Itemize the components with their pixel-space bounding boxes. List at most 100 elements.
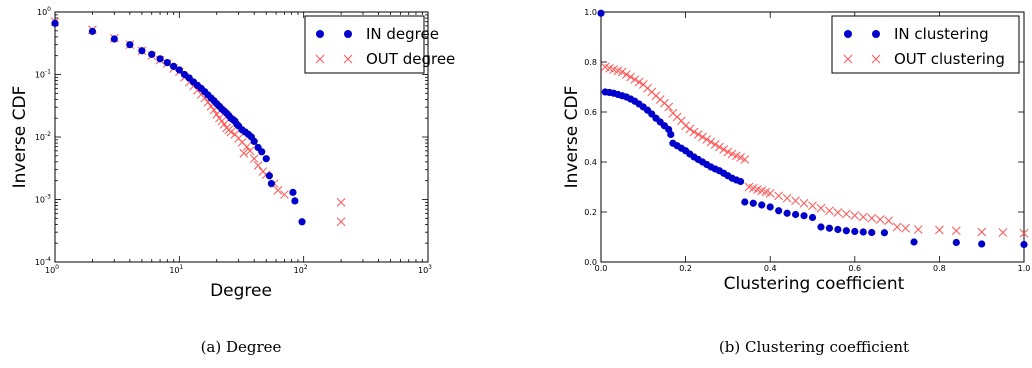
y-tick-label-clustering: 0.6 [584, 108, 597, 117]
data-point-out-degree [280, 190, 289, 199]
data-point-out-clustering [622, 70, 631, 79]
data-point-in-clustering [978, 240, 986, 248]
data-point-in-clustering [880, 229, 889, 237]
legend-marker-out-degree-1 [315, 54, 325, 64]
data-point-in-degree [126, 41, 134, 49]
x-tick-label-clustering: 0.4 [764, 264, 777, 273]
x-tick-label-clustering: 0.0 [595, 264, 608, 273]
data-point-out-degree [336, 198, 346, 207]
data-point-in-degree [110, 35, 118, 43]
data-point-in-clustering [825, 224, 834, 232]
data-point-out-clustering [791, 196, 800, 206]
x-tick-label-clustering: 1.0 [1018, 264, 1031, 273]
x-tick-label-degree: 102 [294, 264, 308, 275]
data-point-out-degree [336, 217, 346, 227]
data-point-in-degree [298, 218, 306, 226]
data-point-in-clustering [758, 201, 766, 209]
data-point-out-degree [242, 142, 252, 152]
data-point-out-degree [239, 148, 249, 158]
legend-box-clustering [831, 15, 1020, 74]
data-point-out-clustering [841, 209, 851, 219]
data-point-in-clustering [766, 203, 774, 211]
x-tick-label-clustering: 0.2 [679, 264, 692, 273]
data-point-in-degree [156, 55, 164, 63]
y-tick-label-clustering: 0.0 [584, 258, 597, 267]
y-axis-label-clustering: Inverse CDF [562, 86, 582, 189]
x-tick-label-degree: 100 [45, 264, 59, 275]
data-point-out-clustering [693, 130, 703, 139]
data-point-in-clustering [597, 9, 605, 17]
x-axis-label-clustering: Clustering coefficient [724, 274, 905, 294]
data-point-in-clustering [783, 209, 791, 217]
data-point-out-clustering [808, 201, 817, 211]
data-point-out-clustering [951, 226, 961, 236]
data-point-out-degree [245, 146, 255, 156]
data-point-out-clustering [634, 77, 644, 87]
data-point-in-degree [175, 66, 183, 74]
legend-marker-in-degree-1 [316, 30, 324, 38]
data-point-out-clustering [685, 124, 695, 134]
data-point-in-clustering [1020, 240, 1028, 249]
x-tick-label-clustering: 0.8 [933, 264, 946, 273]
data-point-in-degree [138, 47, 146, 55]
data-point-out-clustering [833, 208, 843, 217]
data-point-out-clustering [782, 193, 792, 203]
data-point-out-clustering [689, 127, 699, 137]
data-point-out-clustering [698, 132, 707, 142]
legend-label-out-degree: OUT degree [366, 50, 455, 68]
data-point-out-clustering [710, 140, 720, 149]
data-point-out-clustering [977, 227, 987, 237]
y-axis-label-degree: Inverse CDF [10, 86, 30, 189]
legend-marker-in-clustering-1 [844, 30, 852, 38]
data-point-in-degree [291, 197, 299, 205]
x-tick-label-degree: 103 [418, 264, 432, 275]
legend-label-in-clustering: IN clustering [894, 25, 989, 43]
y-tick-label-degree: 10-1 [35, 69, 51, 80]
data-point-out-clustering [630, 75, 640, 84]
data-point-in-clustering [791, 210, 800, 219]
data-point-out-clustering [765, 188, 775, 198]
legend-degree: IN degree OUT degree [304, 15, 455, 74]
data-point-out-clustering [723, 147, 733, 157]
x-tick-label-clustering: 0.6 [848, 264, 861, 273]
y-tick-label-clustering: 0.4 [584, 158, 597, 167]
x-tick-label-degree: 101 [169, 264, 183, 275]
legend-clustering: IN clustering OUT clustering [831, 15, 1020, 74]
data-point-out-clustering [884, 216, 893, 226]
y-tick-label-clustering: 0.2 [584, 208, 597, 217]
data-point-out-degree [226, 127, 236, 137]
y-tick-label-clustering: 1.0 [584, 8, 597, 17]
data-point-in-degree [265, 172, 273, 180]
data-point-out-clustering [858, 212, 868, 222]
data-point-out-clustering [1019, 228, 1029, 238]
data-point-out-clustering [706, 137, 716, 147]
data-point-out-degree [212, 110, 222, 119]
data-point-in-clustering [851, 227, 859, 236]
legend-marker-out-degree-2 [343, 54, 353, 64]
plot-frame-clustering [600, 11, 1025, 263]
data-point-in-clustering [859, 228, 867, 236]
data-point-in-degree [250, 137, 258, 146]
legend-box-degree [304, 15, 425, 74]
data-point-out-clustering [681, 121, 690, 131]
data-point-out-clustering [850, 211, 860, 220]
caption-degree: (a) Degree [201, 338, 282, 356]
data-point-in-degree [267, 179, 275, 188]
y-tick-label-degree: 10-4 [35, 256, 51, 267]
data-point-in-clustering [667, 130, 675, 139]
data-point-out-clustering [719, 145, 729, 154]
data-point-in-degree [51, 19, 59, 27]
legend-marker-in-degree-2 [344, 30, 352, 38]
data-point-out-clustering [736, 153, 745, 162]
data-point-in-degree [258, 148, 266, 156]
y-tick-label-degree: 100 [37, 6, 51, 17]
data-point-out-clustering [774, 191, 784, 201]
data-point-in-clustering [842, 227, 850, 235]
data-point-in-clustering [952, 238, 960, 247]
caption-clustering: (b) Clustering coefficient [719, 338, 909, 356]
data-point-in-clustering [817, 223, 825, 231]
data-point-out-clustering [664, 102, 674, 112]
legend-marker-out-clustering-2 [871, 54, 881, 64]
data-point-in-clustering [736, 177, 745, 186]
